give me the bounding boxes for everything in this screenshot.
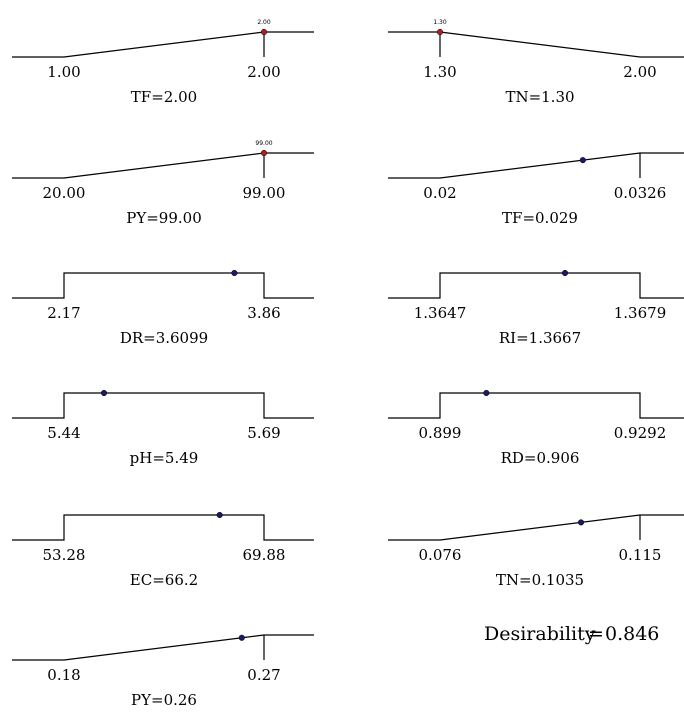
desirability-curve	[12, 272, 314, 299]
optimum-marker	[577, 519, 585, 526]
desirability-curve	[12, 152, 314, 179]
desirability-panel: 2.00 1.00 2.00 TF=2.00	[12, 19, 314, 106]
desirability-panel: 0.18 0.27 PY=0.26	[12, 634, 314, 709]
low-limit-label: 5.44	[47, 424, 80, 442]
factor-caption: RI=1.3667	[499, 329, 581, 347]
desirability-panel: 0.899 0.9292 RD=0.906	[388, 389, 684, 467]
optimum-marker-label: 2.00	[257, 19, 271, 26]
optimum-marker	[238, 634, 245, 641]
factor-caption: TF=2.00	[131, 88, 197, 106]
desirability-label: Desirability	[484, 623, 596, 645]
low-limit-label: 0.18	[47, 666, 80, 684]
high-limit-label: 99.00	[243, 184, 286, 202]
low-limit-label: 0.899	[419, 424, 462, 442]
low-limit-label: 1.30	[423, 63, 456, 81]
high-limit-label: 3.86	[247, 304, 280, 322]
desirability-panel: 2.17 3.86 DR=3.6099	[12, 269, 314, 347]
high-limit-label: 0.9292	[614, 424, 667, 442]
factor-caption: PY=0.26	[131, 691, 197, 709]
desirability-panel: 5.44 5.69 pH=5.49	[12, 389, 314, 467]
desirability-curve	[388, 392, 684, 419]
high-limit-label: 2.00	[623, 63, 656, 81]
low-limit-label: 0.02	[423, 184, 456, 202]
desirability-curve	[12, 514, 314, 541]
factor-caption: TN=0.1035	[496, 571, 584, 589]
optimum-marker	[231, 269, 238, 277]
high-limit-label: 0.115	[619, 546, 662, 564]
low-limit-label: 1.3647	[414, 304, 467, 322]
optimum-marker	[216, 511, 223, 519]
desirability-panel: 53.28 69.88 EC=66.2	[12, 511, 314, 589]
high-limit-label: 69.88	[243, 546, 286, 564]
low-limit-label: 53.28	[43, 546, 86, 564]
factor-caption: TN=1.30	[505, 88, 574, 106]
optimum-marker	[436, 28, 444, 36]
low-limit-label: 1.00	[47, 63, 80, 81]
desirability-value: 0.846	[605, 623, 659, 645]
desirability-curve	[388, 31, 684, 58]
desirability-panel: 1.3647 1.3679 RI=1.3667	[388, 269, 684, 347]
high-limit-label: 0.0326	[614, 184, 667, 202]
low-limit-label: 2.17	[47, 304, 80, 322]
low-limit-label: 20.00	[43, 184, 86, 202]
desirability-curve	[388, 272, 684, 299]
desirability-panel: 1.30 1.30 2.00 TN=1.30	[388, 19, 684, 106]
optimum-marker	[260, 28, 268, 36]
optimum-marker	[483, 389, 490, 397]
desirability-equals: =	[588, 623, 604, 645]
low-limit-label: 0.076	[419, 546, 462, 564]
high-limit-label: 2.00	[247, 63, 280, 81]
factor-caption: PY=99.00	[126, 209, 202, 227]
high-limit-label: 0.27	[247, 666, 280, 684]
optimum-marker	[561, 269, 569, 277]
factor-caption: EC=66.2	[130, 571, 198, 589]
factor-caption: TF=0.029	[502, 209, 578, 227]
high-limit-label: 1.3679	[614, 304, 667, 322]
optimum-marker	[100, 389, 108, 397]
desirability-curve	[12, 634, 314, 661]
factor-caption: DR=3.6099	[120, 329, 208, 347]
desirability-panel: 0.076 0.115 TN=0.1035	[388, 514, 684, 589]
desirability-curve	[12, 31, 314, 58]
desirability-curve	[388, 152, 684, 179]
optimum-marker-label: 1.30	[433, 19, 447, 26]
optimum-marker-label: 99.00	[255, 140, 272, 147]
desirability-curve	[12, 392, 314, 419]
optimum-marker	[579, 157, 586, 164]
factor-caption: pH=5.49	[130, 449, 199, 467]
optimum-marker	[260, 149, 268, 157]
factor-caption: RD=0.906	[501, 449, 580, 467]
high-limit-label: 5.69	[247, 424, 280, 442]
desirability-panel: 99.00 20.00 99.00 PY=99.00	[12, 140, 314, 227]
desirability-curve	[388, 514, 684, 541]
desirability-panel: 0.02 0.0326 TF=0.029	[388, 152, 684, 227]
